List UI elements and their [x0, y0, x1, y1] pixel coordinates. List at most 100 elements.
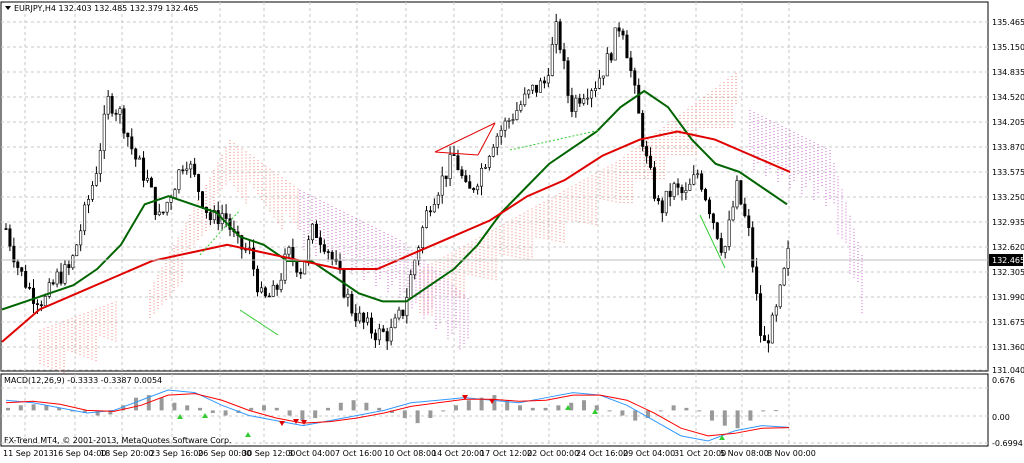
macd-histogram-bar: [223, 410, 228, 416]
candle-body: [326, 251, 330, 253]
price-axis-label: 132.935: [992, 218, 1024, 227]
macd-histogram-bar: [735, 410, 740, 429]
candle-body: [8, 228, 12, 247]
macd-histogram-bar: [351, 400, 356, 411]
time-axis-label: 18 Sep 20:00: [100, 449, 153, 458]
candle-body: [299, 272, 303, 275]
candle-body: [173, 189, 177, 198]
copyright-text: FX-Trend MT4, © 2001-2013, MetaQuotes So…: [4, 436, 232, 445]
candle-body: [122, 108, 126, 134]
candle-body: [637, 84, 641, 114]
candle-body: [413, 260, 417, 276]
candle-body: [134, 148, 138, 160]
candle-body: [366, 317, 370, 323]
symbol-dropdown-icon[interactable]: [5, 6, 11, 10]
candle-body: [142, 157, 146, 181]
candle-body: [751, 227, 755, 268]
macd-histogram-bar: [774, 410, 778, 412]
price-axis-label: 131.675: [992, 318, 1024, 327]
candle-body: [271, 284, 275, 297]
divergence-line: [699, 214, 726, 269]
candle-body: [778, 284, 782, 308]
candle-body: [185, 168, 189, 171]
candle-body: [75, 244, 79, 257]
candle-body: [177, 169, 181, 190]
divergence-line: [239, 309, 279, 336]
candle-body: [527, 89, 531, 95]
candle-body: [130, 136, 134, 150]
time-axis-label: 5 Nov 08:00: [720, 449, 769, 458]
macd-histogram-bar: [543, 407, 548, 411]
candle-body: [59, 271, 63, 284]
macd-histogram-bar: [121, 405, 126, 411]
candle-body: [759, 293, 763, 336]
candle-body: [287, 247, 291, 255]
macd-axis-label: 0.676: [992, 376, 1015, 385]
macd-histogram-bar: [31, 404, 36, 411]
candle-body: [570, 95, 574, 112]
candle-body: [597, 77, 601, 89]
candle-body: [786, 248, 790, 269]
macd-histogram-bar: [761, 410, 766, 412]
candle-body: [267, 295, 271, 298]
price-axis-label: 134.205: [992, 118, 1024, 127]
candle-body: [39, 304, 43, 307]
main-pane[interactable]: [0, 1, 989, 372]
candle-body: [161, 211, 165, 214]
candle-body: [747, 215, 751, 228]
candle-body: [715, 222, 719, 239]
candle-body: [535, 84, 539, 93]
candle-body: [98, 150, 102, 174]
candle-body: [503, 120, 507, 131]
candle-body: [546, 75, 550, 84]
candle-body: [330, 251, 334, 260]
candle-body: [358, 312, 362, 322]
candle-body: [590, 90, 594, 99]
macd-histogram-bar: [108, 410, 113, 415]
candle-body: [51, 282, 55, 285]
candle-body: [538, 80, 542, 93]
candle-body: [197, 174, 201, 192]
candle-body: [766, 340, 770, 344]
candle-body: [4, 228, 8, 230]
macd-histogram-bar: [326, 407, 330, 411]
candle-body: [110, 95, 114, 114]
price-axis-label: 134.835: [992, 68, 1024, 77]
main-grid: [1, 2, 988, 371]
candle-body: [491, 146, 495, 157]
candle-body: [126, 132, 130, 138]
macd-histogram-bar: [377, 407, 382, 411]
candle-body: [633, 70, 637, 86]
candle-body: [32, 287, 36, 304]
macd-histogram-bar: [594, 405, 599, 411]
candle-body: [71, 255, 75, 269]
macd-histogram-bar: [454, 405, 458, 411]
candle-body: [256, 268, 260, 293]
candle-body: [425, 210, 429, 228]
candle-body: [83, 204, 87, 232]
candle-body: [704, 189, 708, 201]
macd-histogram-bar: [697, 410, 702, 412]
candle-body: [468, 181, 472, 189]
candle-body: [138, 157, 142, 160]
candle-body: [762, 335, 766, 341]
candle-body: [743, 203, 747, 217]
candle-body: [660, 200, 664, 214]
time-axis-label: 8 Nov 00:00: [767, 449, 816, 458]
macd-axis: 0.676 0.00 -0.6994: [992, 376, 1023, 448]
candle-body: [393, 317, 397, 328]
candle-body: [189, 163, 193, 170]
macd-histogram-bar: [479, 397, 484, 411]
candle-body: [731, 206, 735, 221]
candle-body: [12, 245, 16, 263]
price-axis-label: 132.305: [992, 268, 1024, 277]
macd-histogram-bar: [722, 410, 727, 426]
candle-body: [711, 213, 715, 224]
candle-body: [55, 271, 59, 285]
candle-body: [417, 247, 421, 261]
candle-body: [617, 27, 621, 32]
candle-body: [735, 180, 739, 208]
macd-histogram-bar: [505, 400, 510, 411]
